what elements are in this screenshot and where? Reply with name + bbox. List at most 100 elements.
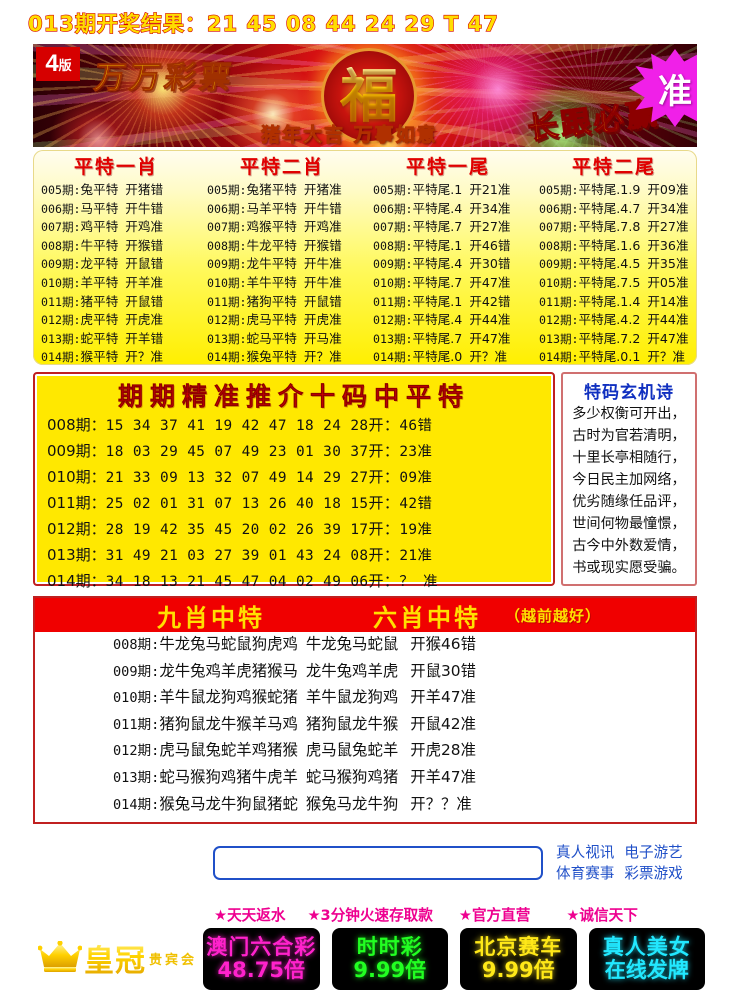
row-pick: 羊平特 xyxy=(80,274,119,290)
row-pick: 虎平特 xyxy=(80,312,119,328)
row-result: ？ 准 xyxy=(399,574,438,590)
row-result: 19准 xyxy=(399,522,433,538)
search-input-box[interactable] xyxy=(213,846,543,880)
row-result: 开猴46错 xyxy=(410,635,476,653)
row-period: 014期: xyxy=(41,350,81,365)
category-link[interactable]: 体育赛事 xyxy=(556,865,615,882)
row-period: 005期: xyxy=(41,183,81,197)
row-period: 008期: xyxy=(207,238,247,253)
prediction-row: 008期:牛龙平特 开猴错 xyxy=(199,237,365,256)
row-result: 开05准 xyxy=(647,274,689,290)
ten-code-panel: 期期精准推介十码中平特 008期：15 34 37 41 19 42 47 18… xyxy=(33,372,555,590)
prediction-column: 平特一尾 005期:平特尾.1 开21准 006期:平特尾.4 开34准 007期:平… xyxy=(365,150,531,365)
poem-line: 古今中外数爱情， xyxy=(572,538,686,554)
row-result: 开羊准 xyxy=(125,274,164,290)
row-period: 007期: xyxy=(539,220,579,235)
row-period: 007期: xyxy=(41,220,81,235)
row-result: 开鼠42准 xyxy=(410,714,476,733)
prediction-column: 平特二尾 005期:平特尾.1.9 开09准 006期:平特尾.4.7 开34准 00… xyxy=(531,150,697,365)
prediction-row: 011期:平特尾.1.4 开14准 xyxy=(531,293,697,312)
ten-code-row: 008期：15 34 37 41 19 42 47 18 24 28开：46错 xyxy=(35,413,553,439)
row-open-label: 开： xyxy=(368,572,400,590)
row-pick: 平特尾.1 xyxy=(412,237,463,253)
link-row: 真人视讯 电子游艺 xyxy=(556,842,706,863)
row-six-zodiac: 龙牛兔鸡羊虎 xyxy=(305,661,399,680)
row-nine-zodiac: 蛇马猴狗鸡猪牛虎羊 xyxy=(159,767,298,786)
row-six-zodiac: 虎马鼠兔蛇羊 xyxy=(305,741,399,760)
zodiac-row: 011期:猪狗鼠龙牛猴羊马鸡 猪狗鼠龙牛猴 开鼠42准 xyxy=(35,712,695,739)
crown-icon xyxy=(38,941,82,975)
row-nine-zodiac: 猴兔马龙牛狗鼠猪蛇 xyxy=(159,794,298,813)
row-result: 开羊47准 xyxy=(410,688,476,707)
row-numbers: 28 19 42 35 45 20 02 26 39 17 xyxy=(105,522,369,538)
prediction-row: 007期:鸡平特 开鸡准 xyxy=(33,218,199,237)
game-button[interactable]: 北京赛车 9.99倍 xyxy=(460,928,577,990)
row-result: 开虎准 xyxy=(303,312,342,328)
row-open-label: 开： xyxy=(368,416,400,434)
row-six-zodiac: 猴兔马龙牛狗 xyxy=(305,794,399,813)
row-result: 开虎28准 xyxy=(410,741,476,760)
prediction-row: 009期:龙平特 开鼠错 xyxy=(33,255,199,274)
row-six-zodiac: 牛龙兔马蛇鼠 xyxy=(305,635,399,653)
row-result: 开鼠错 xyxy=(125,293,164,309)
prediction-row: 014期:猴平特 开？准 xyxy=(33,348,199,367)
row-result: 开鼠错 xyxy=(125,256,164,272)
row-pick: 平特尾.1 xyxy=(412,182,463,197)
row-result: 开羊47准 xyxy=(410,767,476,786)
prediction-row: 009期:平特尾.4.5 开35准 xyxy=(531,255,697,274)
category-link[interactable]: 真人视讯 xyxy=(556,844,615,861)
game-button[interactable]: 时时彩 9.99倍 xyxy=(331,928,448,990)
row-period: 010期: xyxy=(373,275,413,290)
row-period: 009期： xyxy=(47,442,106,460)
edition-suffix: 版 xyxy=(58,57,72,73)
row-period: 012期: xyxy=(113,743,160,760)
row-result: 开47准 xyxy=(469,274,511,290)
row-pick: 平特尾.4 xyxy=(412,312,463,328)
game-button[interactable]: 真人美女 在线发牌 xyxy=(588,928,705,990)
prediction-row: 012期:平特尾.4.2 开44准 xyxy=(531,311,697,330)
row-period: 014期: xyxy=(373,350,413,365)
row-period: 008期: xyxy=(373,238,413,253)
poem-line: 十里长亭相随行， xyxy=(572,450,686,466)
ten-code-row: 013期：31 49 21 03 27 39 01 43 24 08开：21准 xyxy=(35,543,553,569)
button-line1: 澳门六合彩 xyxy=(206,935,317,960)
row-period: 012期: xyxy=(41,313,81,328)
row-pick: 平特尾.7.2 xyxy=(578,330,641,346)
row-period: 008期: xyxy=(539,238,579,253)
search-input[interactable] xyxy=(215,848,541,878)
game-buttons-row: 澳门六合彩 48.75倍 时时彩 9.99倍 北京赛车 9.99倍 真人美女 在线发牌 xyxy=(203,928,705,990)
row-period: 013期: xyxy=(113,769,160,786)
prediction-row: 013期:平特尾.7 开47准 xyxy=(365,330,531,349)
prediction-row: 010期:羊平特 开羊准 xyxy=(33,274,199,293)
link-row: 体育赛事 彩票游戏 xyxy=(556,863,706,884)
ten-code-row: 014期：34 18 13 21 45 47 04 02 49 06开：？ 准 xyxy=(35,569,553,595)
poem-line: 优劣随缘任品评， xyxy=(572,494,686,510)
category-link[interactable]: 电子游艺 xyxy=(624,844,683,861)
prediction-row: 006期:平特尾.4.7 开34准 xyxy=(531,200,697,219)
game-category-links: 真人视讯 电子游艺 体育赛事 彩票游戏 xyxy=(556,842,706,884)
game-button[interactable]: 澳门六合彩 48.75倍 xyxy=(203,928,320,990)
row-result: 开30错 xyxy=(469,256,511,272)
mystic-poem-panel: 特码玄机诗 多少权衡可开出， 古时为官若清明， 十里长亭相随行， 今日民主加网络， 优劣… xyxy=(561,372,697,586)
prediction-row: 005期:平特尾.1 开21准 xyxy=(365,181,531,200)
row-result: 开35准 xyxy=(647,256,689,272)
prediction-column-title: 平特一尾 xyxy=(405,156,490,178)
prediction-row: 014期:猴兔平特 开？准 xyxy=(199,348,365,367)
prediction-row: 014期:平特尾.0.1 开？准 xyxy=(531,348,697,367)
draw-result-line: 013期开奖结果：21 45 08 44 24 29 T 47 xyxy=(27,11,499,36)
row-nine-zodiac: 龙牛兔鸡羊虎猪猴马 xyxy=(159,661,298,680)
row-result: 开猪准 xyxy=(303,182,342,197)
prediction-row: 006期:马平特 开牛错 xyxy=(33,200,199,219)
row-period: 009期: xyxy=(41,257,81,272)
row-open-label: 开： xyxy=(368,494,400,512)
row-period: 008期： xyxy=(47,416,106,434)
category-link[interactable]: 彩票游戏 xyxy=(624,865,683,882)
zodiac-row: 008期:牛龙兔马蛇鼠狗虎鸡 牛龙兔马蛇鼠 开猴46错 xyxy=(35,632,695,659)
row-open-label: 开： xyxy=(368,546,400,564)
row-numbers: 34 18 13 21 45 47 04 02 49 06 xyxy=(105,574,369,590)
row-result: 开鸡准 xyxy=(125,219,164,235)
row-result: 开47准 xyxy=(469,330,511,346)
row-pick: 猪狗平特 xyxy=(246,293,297,309)
row-period: 012期: xyxy=(373,313,413,328)
